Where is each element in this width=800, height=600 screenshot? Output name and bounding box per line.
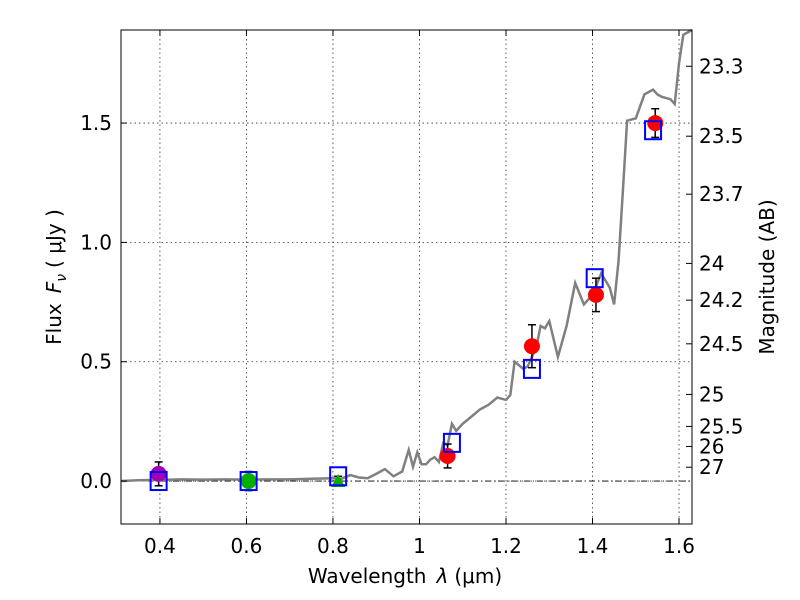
measured-flux-point: [240, 473, 257, 490]
magnitude-tick-label: 24: [699, 251, 724, 275]
photometry-marks: [149, 108, 664, 492]
magnitude-tick-label: 25: [699, 382, 724, 406]
y-tick-label: 0.5: [80, 350, 112, 374]
measured-flux-point: [150, 465, 167, 482]
plot-frame: [120, 29, 693, 525]
model-photometry-box: [644, 120, 663, 141]
magnitude-tick-label: 26: [699, 434, 724, 458]
x-axis-label: Wavelength λ (μm): [308, 564, 502, 588]
model-photometry-box: [442, 432, 461, 453]
y-tick-label: 1.0: [80, 230, 112, 254]
magnitude-tick-label: 23.3: [699, 54, 744, 78]
x-tick-label: 0.4: [144, 534, 176, 558]
measured-flux-point: [523, 338, 540, 355]
magnitude-tick-label: 24.5: [699, 332, 744, 356]
x-tick-label: 1.6: [663, 534, 695, 558]
measured-flux-point: [439, 447, 456, 464]
y-tick-label: 1.5: [80, 111, 112, 135]
measured-flux-point: [647, 115, 664, 132]
x-axis-ticks: 0.4 0.6 0.8 1 1.2 1.4 1.6: [144, 30, 695, 558]
magnitude-tick-label: 23.5: [699, 124, 744, 148]
y-tick-label: 0.0: [80, 469, 112, 493]
model-photometry-box: [149, 471, 168, 492]
model-sed-line: [120, 28, 693, 483]
magnitude-tick-label: 23.7: [699, 182, 744, 206]
grid: [121, 30, 692, 524]
model-photometry-box: [522, 358, 541, 379]
magnitude-tick-label: 27: [699, 455, 724, 479]
y-axis-ticks: 0.0 0.5 1.0 1.5: [80, 111, 127, 493]
x-tick-label: 0.6: [231, 534, 263, 558]
x-tick-label: 1.4: [577, 534, 609, 558]
model-photometry-box: [239, 471, 258, 492]
y-axis-label-left: FluxFν( μJy ): [42, 209, 70, 345]
model-photometry-box: [329, 466, 348, 487]
y-axis-label-right: Magnitude (AB): [755, 199, 779, 354]
model-photometry-box: [585, 268, 604, 289]
x-tick-label: 0.8: [317, 534, 349, 558]
upper-limit-marker: [331, 474, 346, 488]
magnitude-tick-label: 25.5: [699, 414, 744, 438]
magnitude-tick-label: 24.2: [699, 288, 744, 312]
x-tick-label: 1: [413, 534, 426, 558]
measured-flux-point: [587, 286, 604, 303]
x-tick-label: 1.2: [490, 534, 522, 558]
